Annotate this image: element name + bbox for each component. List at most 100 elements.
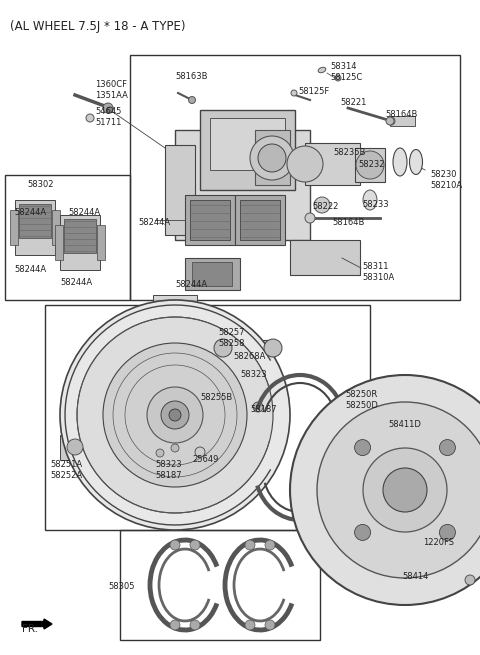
Text: FR.: FR. [22,624,38,634]
Circle shape [291,90,297,96]
Circle shape [317,402,480,578]
Bar [153,295,197,320]
Bar [185,258,240,290]
Text: 58302: 58302 [27,180,53,189]
Text: 58163B: 58163B [175,72,207,81]
Text: 58314: 58314 [330,62,357,71]
Text: 58230
58210A: 58230 58210A [430,170,462,190]
Circle shape [439,525,456,540]
Bar [120,530,320,640]
Text: 58164B: 58164B [385,110,418,119]
Circle shape [439,440,456,456]
Text: 58323
58187: 58323 58187 [155,460,181,480]
Circle shape [265,540,275,550]
Ellipse shape [318,67,326,73]
Circle shape [189,96,195,103]
Text: 58250R
58250D: 58250R 58250D [345,390,378,410]
Circle shape [170,620,180,630]
Bar [240,200,280,240]
Circle shape [171,444,179,452]
Bar [165,145,195,235]
Circle shape [190,540,200,550]
Circle shape [383,468,427,512]
Bar [355,148,385,182]
Circle shape [335,75,341,81]
Circle shape [387,117,395,125]
Text: 58244A: 58244A [14,208,46,217]
Bar [290,240,360,275]
Bar [45,305,370,530]
Bar [5,175,130,300]
Text: 58125C: 58125C [330,73,362,82]
Circle shape [355,440,371,456]
Text: 58244A: 58244A [60,278,92,287]
Text: 58244A: 58244A [68,208,100,217]
Bar [255,130,290,185]
Circle shape [290,375,480,605]
Bar [175,130,310,240]
Bar [390,116,415,126]
Bar [15,200,55,255]
Text: 54645
51711: 54645 51711 [95,107,121,127]
Bar [190,200,230,240]
Ellipse shape [363,190,377,210]
Text: 58244A: 58244A [138,218,170,227]
Circle shape [170,540,180,550]
Circle shape [147,387,203,443]
Text: 58251A
58252A: 58251A 58252A [50,460,82,480]
Text: 58233: 58233 [362,200,389,209]
Circle shape [356,151,384,179]
Text: 1220FS: 1220FS [423,538,454,547]
Text: 58244A: 58244A [14,265,46,274]
Text: 58235B: 58235B [333,148,365,157]
Circle shape [107,107,113,113]
Circle shape [245,540,255,550]
Text: 58187: 58187 [250,405,276,414]
Text: 1360CF
1351AA: 1360CF 1351AA [95,80,128,100]
Text: 58414: 58414 [402,572,428,581]
Circle shape [67,439,83,455]
Bar [60,215,100,270]
Text: 58257
58258: 58257 58258 [218,328,244,348]
Bar [19,204,51,238]
Ellipse shape [393,148,407,176]
Text: 58255B: 58255B [200,393,232,402]
Text: 58305: 58305 [108,582,134,591]
Text: 58244A: 58244A [175,280,207,289]
Circle shape [314,197,330,213]
Text: 58222: 58222 [312,202,338,211]
Circle shape [250,136,294,180]
Circle shape [253,402,263,412]
Text: 25649: 25649 [192,455,218,464]
Bar [185,195,235,245]
Circle shape [86,114,94,122]
Circle shape [465,575,475,585]
Circle shape [77,317,273,513]
Bar [52,210,60,245]
Text: 58125F: 58125F [298,87,329,96]
Ellipse shape [409,149,422,174]
Circle shape [264,339,282,357]
Text: 58323: 58323 [240,370,266,379]
Bar [235,195,285,245]
Circle shape [245,620,255,630]
Circle shape [214,339,232,357]
Bar [200,110,295,190]
Bar [130,55,460,300]
Circle shape [190,620,200,630]
Circle shape [258,144,286,172]
Text: 58221: 58221 [340,98,366,107]
Bar [192,262,232,286]
Text: 58311
58310A: 58311 58310A [362,262,394,282]
Circle shape [386,117,394,125]
Bar [10,210,18,245]
Bar [60,435,90,460]
Circle shape [195,447,205,457]
Circle shape [287,146,323,182]
Bar [97,225,105,260]
Circle shape [156,449,164,457]
Text: 58268A: 58268A [233,352,265,361]
Text: 58411D: 58411D [388,420,421,429]
Circle shape [305,213,315,223]
Circle shape [60,300,290,530]
